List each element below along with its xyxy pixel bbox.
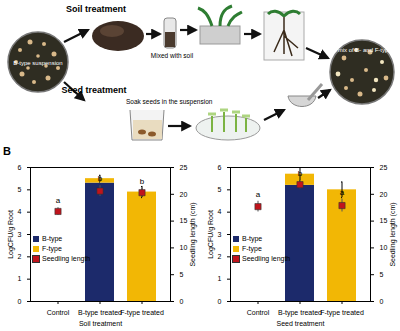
html-text:Seedling length: Seedling length (242, 255, 291, 262)
svg-text:a: a (56, 196, 61, 205)
svg-text:3: 3 (18, 231, 22, 238)
svg-text:Seedling length (cm): Seedling length (cm) (389, 202, 397, 266)
svg-text:4: 4 (218, 208, 222, 215)
svg-text:Seed treatment: Seed treatment (277, 320, 325, 327)
svg-text:5: 5 (218, 186, 222, 193)
svg-text:Soak seeds in the suspension: Soak seeds in the suspension (126, 98, 213, 106)
svg-text:25: 25 (180, 164, 188, 171)
svg-text:6: 6 (218, 164, 222, 171)
svg-text:0: 0 (380, 298, 384, 305)
svg-text:B-type treated: B-type treated (278, 309, 322, 317)
svg-text:15: 15 (180, 217, 188, 224)
svg-text:a: a (256, 190, 261, 199)
svg-text:0: 0 (180, 298, 184, 305)
svg-text:1: 1 (218, 275, 222, 282)
svg-text:3: 3 (218, 231, 222, 238)
svg-text:6: 6 (18, 164, 22, 171)
svg-text:5: 5 (380, 271, 384, 278)
svg-text:A mix of B- and F-type: A mix of B- and F-type (332, 47, 392, 53)
svg-text:1: 1 (18, 275, 22, 282)
svg-text:Control: Control (247, 309, 270, 316)
svg-text:b: b (98, 174, 103, 183)
svg-text:20: 20 (180, 191, 188, 198)
svg-text:10: 10 (380, 244, 388, 251)
html-text:B: B (3, 145, 11, 157)
svg-text:5: 5 (18, 186, 22, 193)
svg-text:0: 0 (218, 298, 222, 305)
svg-text:5: 5 (180, 271, 184, 278)
svg-text:B-type suspension: B-type suspension (13, 60, 62, 66)
svg-text:10: 10 (180, 244, 188, 251)
html-text:B-type: B-type (242, 235, 263, 242)
svg-text:2: 2 (218, 253, 222, 260)
html-text:F-type: F-type (42, 245, 62, 252)
svg-text:B-type treated: B-type treated (78, 309, 122, 317)
svg-text:LogCFU/g Root: LogCFU/g Root (7, 210, 15, 259)
svg-text:Soil treatment: Soil treatment (79, 320, 122, 327)
svg-text:F-type treated: F-type treated (120, 309, 164, 317)
svg-text:LogCFU/g Root: LogCFU/g Root (207, 210, 215, 259)
svg-text:Seed treatment: Seed treatment (61, 85, 126, 95)
svg-text:Seedling length (cm): Seedling length (cm) (189, 202, 197, 266)
svg-text:Soil treatment: Soil treatment (66, 4, 126, 14)
svg-text:25: 25 (380, 164, 388, 171)
html-text:B-type: B-type (42, 235, 63, 242)
html-text:F-type: F-type (242, 245, 262, 252)
svg-text:20: 20 (380, 191, 388, 198)
svg-text:Control: Control (47, 309, 70, 316)
svg-text:2: 2 (18, 253, 22, 260)
svg-text:a: a (340, 188, 345, 197)
svg-text:4: 4 (18, 208, 22, 215)
svg-text:15: 15 (380, 217, 388, 224)
svg-text:Mixed with soil: Mixed with soil (151, 52, 194, 59)
svg-text:F-type treated: F-type treated (320, 309, 364, 317)
svg-text:0: 0 (18, 298, 22, 305)
svg-text:b: b (298, 169, 303, 178)
html-text:Seedling length: Seedling length (42, 255, 91, 262)
svg-text:b: b (140, 177, 145, 186)
